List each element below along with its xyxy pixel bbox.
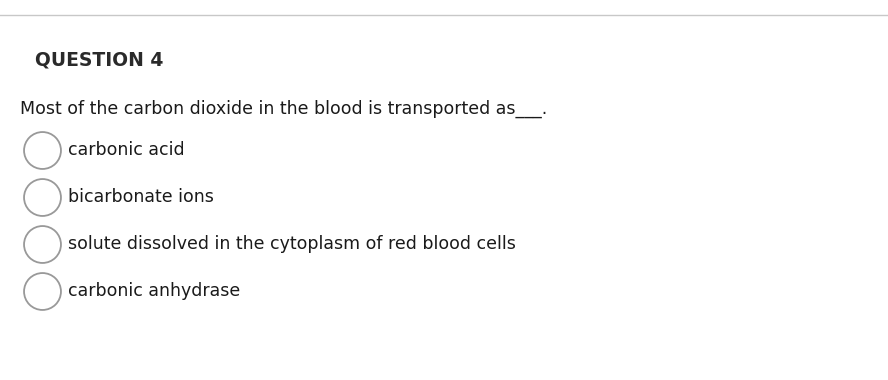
Text: Most of the carbon dioxide in the blood is transported as___.: Most of the carbon dioxide in the blood …: [20, 100, 547, 118]
Text: bicarbonate ions: bicarbonate ions: [68, 188, 214, 206]
Text: QUESTION 4: QUESTION 4: [35, 50, 163, 69]
Text: carbonic anhydrase: carbonic anhydrase: [68, 282, 241, 300]
Point: [35, 241, 49, 247]
Text: carbonic acid: carbonic acid: [68, 141, 185, 159]
Point: [35, 288, 49, 294]
Point: [35, 147, 49, 153]
Point: [35, 194, 49, 200]
Text: solute dissolved in the cytoplasm of red blood cells: solute dissolved in the cytoplasm of red…: [68, 235, 516, 253]
